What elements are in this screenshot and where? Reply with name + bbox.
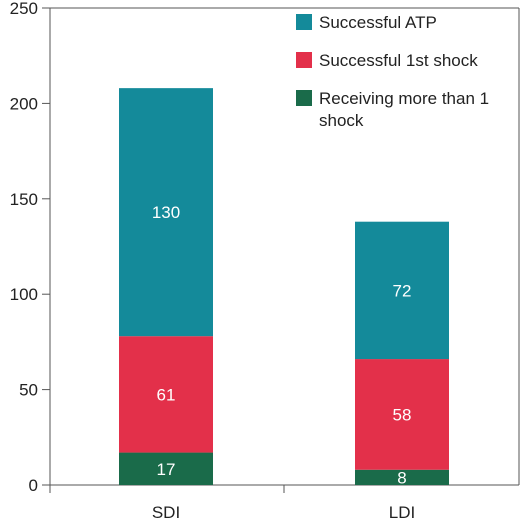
bar-segment	[355, 359, 449, 470]
legend-swatch	[296, 90, 312, 106]
data-labels: 17 61 130 8 58 72	[152, 203, 412, 487]
y-tick-label: 50	[19, 381, 38, 400]
y-tick-label: 200	[10, 94, 38, 113]
x-tick-label: LDI	[389, 503, 415, 522]
legend-label: Successful ATP	[319, 13, 437, 32]
data-label: 8	[397, 468, 406, 487]
legend-label: Successful 1st shock	[319, 51, 478, 70]
y-tick-label: 0	[29, 476, 38, 495]
y-tick-label: 100	[10, 285, 38, 304]
data-label: 61	[157, 385, 176, 404]
y-tick-label: 250	[10, 0, 38, 18]
data-label: 17	[157, 460, 176, 479]
bar-segment	[355, 221, 449, 360]
bar-segment	[119, 88, 213, 337]
x-tick-label: SDI	[152, 503, 180, 522]
bar-segment	[355, 469, 449, 485]
legend: Successful ATP Successful 1st shock Receiv…	[296, 13, 489, 130]
bars	[119, 88, 449, 485]
bar-segment	[119, 336, 213, 453]
data-label: 58	[393, 405, 412, 424]
data-label: 130	[152, 203, 180, 222]
legend-label: Receiving more than 1 shock	[319, 89, 489, 130]
bar-segment	[119, 452, 213, 485]
y-tick-label: 150	[10, 190, 38, 209]
axes: 0 50 100 150 200 250 SDI LDI	[10, 0, 520, 522]
legend-swatch	[296, 14, 312, 30]
legend-swatch	[296, 52, 312, 68]
data-label: 72	[393, 281, 412, 300]
